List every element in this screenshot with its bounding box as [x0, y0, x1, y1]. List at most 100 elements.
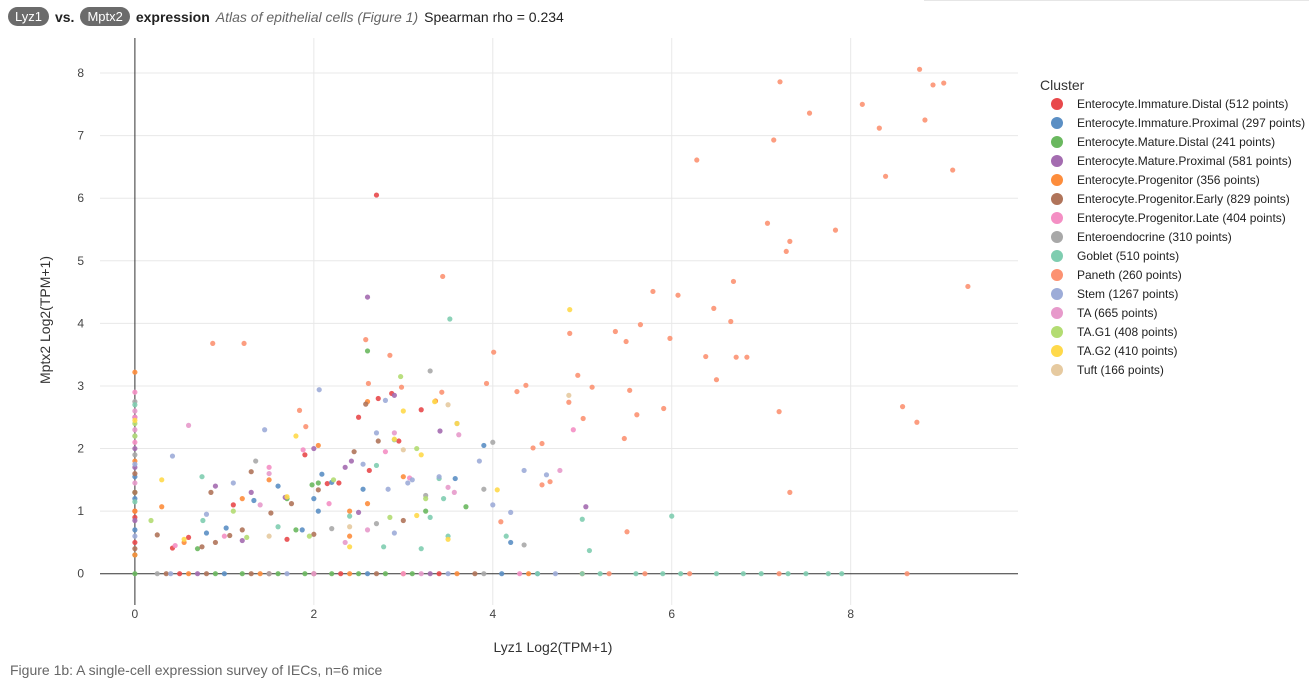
- data-point[interactable]: [391, 392, 397, 398]
- data-point[interactable]: [539, 482, 545, 488]
- data-point[interactable]: [199, 474, 205, 480]
- data-point[interactable]: [740, 571, 746, 577]
- data-point[interactable]: [336, 480, 342, 486]
- legend-item[interactable]: Enterocyte.Progenitor.Early (829 points): [1051, 192, 1290, 206]
- data-point[interactable]: [481, 486, 487, 492]
- data-point[interactable]: [904, 571, 910, 577]
- data-point[interactable]: [315, 487, 321, 493]
- data-point[interactable]: [177, 571, 183, 577]
- data-point[interactable]: [418, 571, 424, 577]
- data-point[interactable]: [427, 368, 433, 374]
- data-point[interactable]: [363, 337, 369, 343]
- data-point[interactable]: [642, 571, 648, 577]
- data-point[interactable]: [132, 439, 138, 445]
- data-point[interactable]: [391, 430, 397, 436]
- data-point[interactable]: [382, 571, 389, 577]
- data-point[interactable]: [257, 571, 263, 577]
- data-point[interactable]: [266, 470, 272, 477]
- data-point[interactable]: [132, 552, 138, 558]
- data-point[interactable]: [148, 517, 154, 524]
- data-point[interactable]: [418, 452, 424, 458]
- data-point[interactable]: [355, 414, 362, 420]
- data-point[interactable]: [132, 408, 138, 414]
- data-point[interactable]: [132, 417, 138, 423]
- data-point[interactable]: [514, 388, 520, 395]
- data-point[interactable]: [208, 489, 214, 495]
- data-point[interactable]: [364, 348, 371, 354]
- legend-item[interactable]: Enteroendocrine (310 points): [1051, 230, 1232, 244]
- data-point[interactable]: [154, 532, 160, 538]
- data-point[interactable]: [785, 571, 791, 577]
- data-point[interactable]: [499, 571, 505, 577]
- data-point[interactable]: [159, 477, 165, 483]
- data-point[interactable]: [445, 484, 451, 490]
- data-point[interactable]: [405, 480, 411, 486]
- data-point[interactable]: [436, 571, 442, 577]
- data-point[interactable]: [223, 525, 229, 531]
- data-point[interactable]: [288, 501, 295, 507]
- data-point[interactable]: [248, 469, 254, 475]
- data-point[interactable]: [400, 447, 406, 453]
- data-point[interactable]: [579, 516, 585, 522]
- data-point[interactable]: [787, 489, 793, 495]
- data-point[interactable]: [319, 471, 325, 477]
- gene-x-pill[interactable]: Lyz1: [8, 7, 49, 26]
- data-point[interactable]: [483, 380, 490, 387]
- data-point[interactable]: [315, 508, 321, 514]
- data-point[interactable]: [566, 392, 572, 398]
- data-point[interactable]: [557, 467, 563, 474]
- data-point[interactable]: [316, 387, 322, 393]
- data-point[interactable]: [364, 501, 371, 507]
- data-point[interactable]: [132, 533, 138, 539]
- data-point[interactable]: [491, 349, 497, 355]
- data-point[interactable]: [373, 430, 380, 436]
- data-point[interactable]: [637, 322, 644, 328]
- data-point[interactable]: [203, 511, 210, 517]
- data-point[interactable]: [360, 461, 366, 467]
- data-point[interactable]: [132, 480, 138, 486]
- data-point[interactable]: [284, 536, 290, 542]
- data-point[interactable]: [494, 487, 500, 493]
- data-point[interactable]: [521, 467, 527, 474]
- data-point[interactable]: [132, 427, 138, 433]
- data-point[interactable]: [296, 407, 303, 413]
- data-point[interactable]: [882, 173, 889, 179]
- data-point[interactable]: [436, 474, 442, 480]
- data-point[interactable]: [476, 458, 482, 464]
- data-point[interactable]: [212, 483, 219, 489]
- data-point[interactable]: [930, 82, 936, 88]
- data-point[interactable]: [783, 248, 789, 255]
- data-point[interactable]: [365, 380, 372, 387]
- data-point[interactable]: [517, 571, 523, 577]
- data-point[interactable]: [381, 544, 387, 550]
- data-point[interactable]: [660, 571, 666, 577]
- data-point[interactable]: [203, 530, 210, 536]
- data-point[interactable]: [650, 288, 656, 295]
- data-point[interactable]: [248, 571, 254, 577]
- data-point[interactable]: [916, 66, 923, 72]
- data-point[interactable]: [132, 489, 138, 495]
- data-point[interactable]: [375, 438, 381, 444]
- data-point[interactable]: [347, 513, 353, 519]
- data-point[interactable]: [373, 192, 380, 198]
- data-point[interactable]: [284, 571, 290, 577]
- data-point[interactable]: [132, 571, 138, 577]
- data-point[interactable]: [302, 571, 308, 577]
- data-point[interactable]: [244, 534, 250, 541]
- data-point[interactable]: [227, 532, 233, 539]
- data-point[interactable]: [266, 533, 272, 539]
- data-point[interactable]: [566, 399, 572, 405]
- data-point[interactable]: [621, 435, 627, 442]
- legend-item[interactable]: Paneth (260 points): [1051, 268, 1182, 282]
- data-point[interactable]: [398, 373, 404, 380]
- data-point[interactable]: [230, 502, 236, 508]
- data-point[interactable]: [439, 389, 445, 395]
- data-point[interactable]: [347, 544, 353, 550]
- data-point[interactable]: [777, 79, 783, 85]
- data-point[interactable]: [210, 340, 216, 347]
- data-point[interactable]: [239, 537, 245, 544]
- data-point[interactable]: [373, 462, 380, 469]
- data-point[interactable]: [132, 461, 138, 467]
- data-point[interactable]: [776, 571, 782, 577]
- data-point[interactable]: [212, 571, 219, 577]
